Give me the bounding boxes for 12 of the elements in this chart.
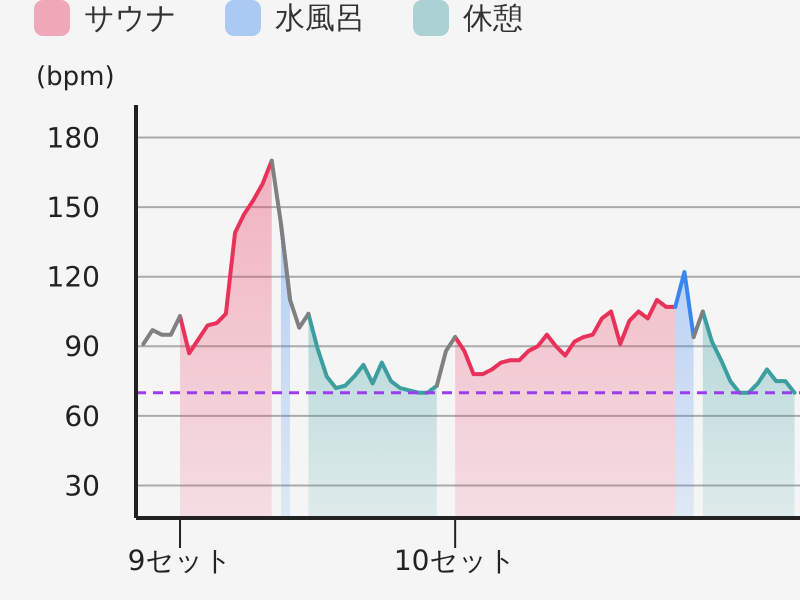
y-axis-title: (bpm) <box>36 62 115 92</box>
y-tick-label: 150 <box>46 191 100 224</box>
legend-label: 水風呂 <box>275 0 365 38</box>
legend-label: サウナ <box>84 0 177 38</box>
y-tick-label: 90 <box>64 330 100 364</box>
legend-label: 休憩 <box>463 0 523 38</box>
y-tick-label: 30 <box>64 469 100 502</box>
x-tick-label: 10セット <box>394 544 516 577</box>
y-tick-label: 180 <box>46 121 100 154</box>
x-tick-label: 9セット <box>128 544 232 577</box>
y-tick-label: 60 <box>64 400 100 433</box>
y-tick-label: 120 <box>46 260 100 294</box>
